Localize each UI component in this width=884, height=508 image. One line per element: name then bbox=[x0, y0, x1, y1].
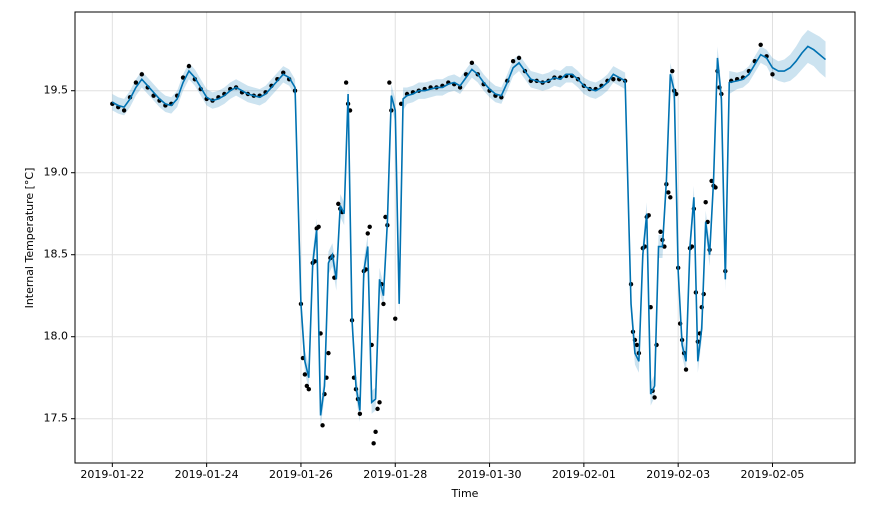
observed-point bbox=[758, 42, 763, 47]
observed-point bbox=[281, 70, 286, 75]
observed-point bbox=[510, 59, 516, 64]
y-axis-label: Internal Temperature [°C] bbox=[23, 168, 36, 309]
x-tick-label: 2019-02-01 bbox=[552, 468, 616, 481]
observed-point bbox=[646, 213, 651, 218]
observed-point bbox=[703, 200, 708, 205]
observed-point bbox=[139, 72, 145, 77]
observed-point bbox=[320, 423, 325, 428]
observed-point bbox=[383, 214, 388, 220]
x-tick-label: 2019-01-24 bbox=[175, 468, 239, 481]
x-tick-label: 2019-01-30 bbox=[458, 468, 522, 481]
y-tick-label: 17.5 bbox=[44, 412, 69, 425]
x-tick-label: 2019-01-28 bbox=[363, 468, 427, 481]
observed-point bbox=[326, 350, 331, 356]
forecast-line bbox=[111, 45, 827, 416]
observed-point bbox=[375, 406, 380, 412]
x-tick-label: 2019-02-03 bbox=[646, 468, 710, 481]
observed-point bbox=[469, 60, 475, 66]
observed-point bbox=[343, 80, 349, 85]
plot-frame bbox=[74, 11, 856, 464]
observed-point bbox=[666, 190, 671, 195]
uncertainty-band bbox=[112, 30, 826, 427]
observed-point bbox=[365, 231, 370, 236]
observed-point bbox=[371, 441, 376, 446]
observed-point bbox=[387, 80, 392, 85]
y-tick-label: 18.5 bbox=[44, 248, 69, 261]
observed-point bbox=[373, 429, 378, 435]
observed-point bbox=[304, 383, 310, 389]
observed-point bbox=[670, 68, 675, 74]
x-tick-label: 2019-01-26 bbox=[269, 468, 333, 481]
observed-point bbox=[381, 301, 386, 307]
x-axis-label: Time bbox=[451, 487, 479, 500]
observed-point bbox=[367, 224, 372, 230]
observed-point bbox=[499, 95, 504, 100]
x-tick-label: 2019-01-22 bbox=[80, 468, 144, 481]
observed-point bbox=[302, 372, 308, 377]
observed-point bbox=[658, 229, 663, 234]
y-tick-label: 19.5 bbox=[44, 84, 69, 97]
observed-point bbox=[713, 185, 718, 190]
observed-point bbox=[121, 108, 127, 113]
observed-point bbox=[133, 80, 139, 85]
observed-point bbox=[393, 316, 398, 321]
x-tick-label: 2019-02-05 bbox=[741, 468, 805, 481]
observed-point bbox=[377, 400, 382, 405]
observed-point bbox=[709, 178, 714, 184]
observed-point bbox=[668, 195, 673, 200]
observed-point bbox=[683, 367, 689, 372]
observed-point bbox=[186, 63, 192, 69]
observed-point bbox=[634, 342, 640, 348]
observed-point bbox=[611, 77, 616, 82]
y-tick-label: 19.0 bbox=[44, 166, 69, 179]
observed-point bbox=[516, 55, 522, 61]
observed-point bbox=[770, 72, 775, 77]
observed-point bbox=[306, 387, 312, 392]
observed-point bbox=[336, 201, 341, 207]
y-tick-label: 18.0 bbox=[44, 330, 69, 343]
observed-point bbox=[457, 85, 463, 90]
observed-point bbox=[652, 395, 657, 400]
observed-point bbox=[316, 224, 321, 230]
observed-point bbox=[357, 411, 363, 416]
